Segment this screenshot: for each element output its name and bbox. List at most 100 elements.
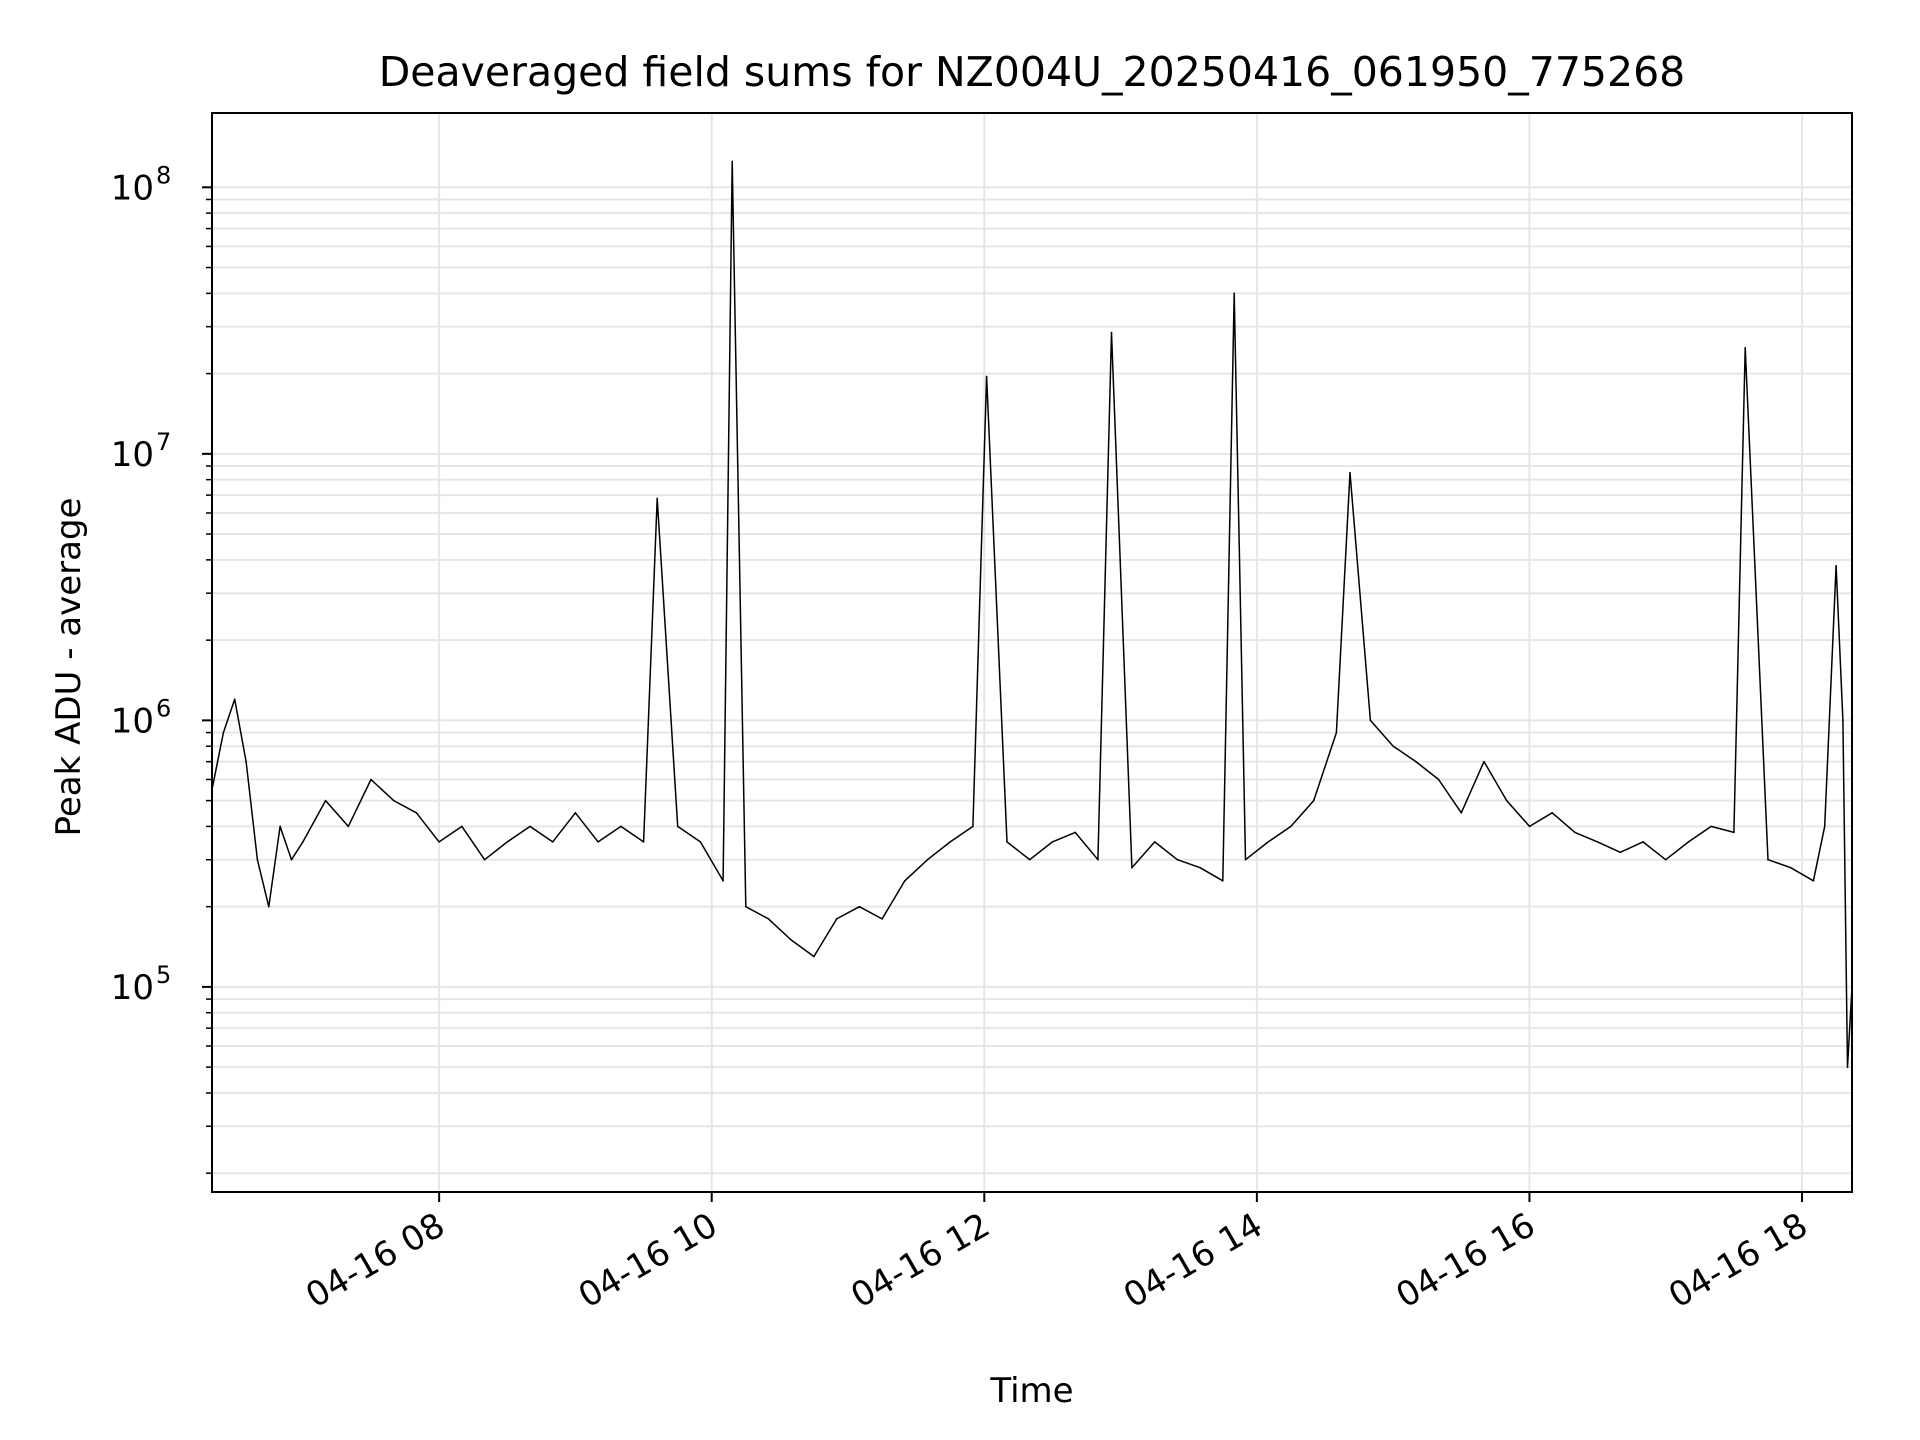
data-point	[1074, 831, 1076, 834]
data-point	[1842, 719, 1844, 722]
data-point	[279, 825, 281, 828]
data-point	[438, 841, 440, 843]
data-point	[1528, 825, 1531, 828]
data-point	[1176, 858, 1179, 861]
y-tick-label: 10	[111, 701, 154, 741]
data-point	[529, 825, 531, 828]
y-tick-label: 10	[111, 168, 154, 208]
data-point	[1028, 858, 1031, 861]
data-point	[1551, 811, 1553, 814]
series-layer	[211, 160, 1853, 1068]
data-point	[642, 841, 645, 843]
data-point	[1596, 841, 1599, 843]
data-point	[1006, 841, 1008, 843]
data-point	[1664, 858, 1667, 861]
y-tick-label-exponent: 7	[156, 428, 171, 456]
data-point	[699, 841, 702, 843]
data-point	[1642, 841, 1644, 843]
data-point	[1767, 858, 1769, 861]
data-point	[267, 905, 270, 908]
data-point	[233, 698, 236, 701]
data-point	[903, 880, 906, 882]
y-axis-label: Peak ADU - average	[49, 498, 89, 837]
data-point	[1312, 799, 1315, 802]
data-point	[1505, 799, 1508, 802]
data-point	[1574, 831, 1576, 834]
data-point	[1233, 292, 1235, 295]
data-point	[926, 858, 929, 861]
data-point	[676, 825, 679, 828]
data-point	[1199, 866, 1201, 869]
data-point	[1349, 471, 1351, 474]
data-point	[1415, 760, 1417, 763]
data-point	[347, 825, 350, 828]
data-point	[1267, 841, 1270, 843]
data-point	[835, 918, 838, 920]
data-point	[461, 825, 463, 828]
y-tick-label-base: 10	[111, 435, 154, 475]
data-point	[1222, 880, 1224, 882]
y-tick-label-exponent: 6	[156, 694, 171, 722]
data-point	[1710, 825, 1712, 828]
data-point	[1483, 760, 1485, 763]
data-point	[1437, 778, 1440, 781]
data-point	[858, 905, 861, 908]
data-point	[656, 497, 659, 500]
x-axis-label: Time	[989, 1371, 1073, 1411]
data-point	[1823, 825, 1826, 828]
data-point	[1110, 331, 1113, 334]
data-point	[1460, 811, 1463, 814]
y-tick-label-base: 10	[111, 701, 154, 741]
data-point	[1744, 346, 1747, 349]
data-point	[985, 375, 988, 378]
data-point	[392, 799, 395, 802]
data-point	[1392, 745, 1394, 747]
data-point	[881, 918, 883, 920]
data-point	[370, 778, 372, 781]
data-point	[256, 858, 259, 861]
data-point	[744, 905, 747, 908]
data-point	[1369, 719, 1372, 722]
data-point	[972, 825, 974, 828]
data-point	[949, 841, 952, 843]
data-point	[1733, 831, 1735, 834]
data-point	[324, 799, 327, 802]
data-point	[245, 760, 247, 763]
data-point	[1290, 825, 1292, 828]
data-point	[1244, 858, 1247, 861]
data-point	[302, 841, 304, 843]
y-tick-label: 10	[111, 435, 154, 475]
data-point	[1097, 858, 1099, 861]
data-point	[620, 825, 622, 828]
data-point	[290, 858, 293, 861]
data-point	[1812, 880, 1815, 882]
data-point	[415, 811, 418, 814]
y-tick-label-exponent: 8	[156, 161, 171, 189]
data-point	[731, 160, 733, 163]
data-point	[767, 918, 770, 920]
y-tick-label-exponent: 5	[156, 961, 171, 989]
data-point	[483, 858, 486, 861]
data-point	[1619, 851, 1622, 854]
chart-title: Deaveraged field sums for NZ004U_2025041…	[379, 48, 1686, 96]
data-point	[1789, 866, 1792, 869]
data-point	[551, 841, 554, 843]
data-point	[1335, 731, 1338, 734]
y-tick-label-base: 10	[111, 168, 154, 208]
data-point	[1687, 841, 1690, 843]
data-point	[790, 939, 793, 941]
data-point	[1846, 1066, 1849, 1068]
data-point	[813, 955, 815, 958]
data-point	[1835, 565, 1837, 567]
data-point	[222, 731, 225, 734]
data-point	[574, 811, 577, 814]
data-point	[1051, 841, 1054, 843]
data-point	[1153, 841, 1156, 843]
data-point	[597, 841, 599, 843]
y-tick-label-base: 10	[111, 968, 154, 1008]
plot-frame	[211, 112, 1853, 1193]
data-point	[722, 880, 724, 882]
grid-lines	[212, 113, 1852, 1192]
